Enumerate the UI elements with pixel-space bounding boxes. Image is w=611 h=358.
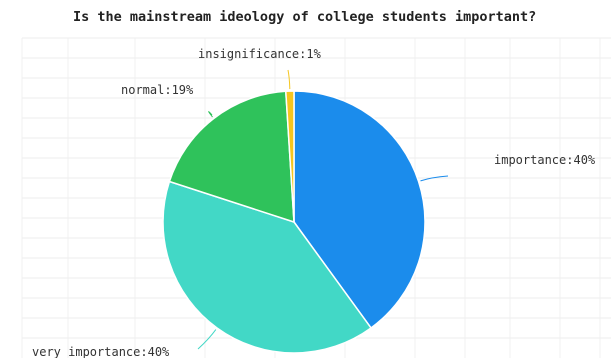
pie-slice — [162, 180, 373, 354]
slice-label: insignificance:1% — [198, 47, 322, 61]
pie-slice — [293, 90, 426, 330]
chart-title: Is the mainstream ideology of college st… — [73, 9, 537, 25]
leader-line — [287, 69, 291, 90]
slice-label: importance:40% — [494, 153, 596, 167]
leader-line — [208, 111, 213, 118]
pie-slice — [284, 90, 295, 223]
slice-label: normal:19% — [121, 83, 194, 97]
slice-label: very importance:40% — [32, 345, 170, 358]
leader-line — [420, 175, 449, 182]
pie-slice — [168, 90, 295, 224]
leader-line — [197, 329, 217, 350]
